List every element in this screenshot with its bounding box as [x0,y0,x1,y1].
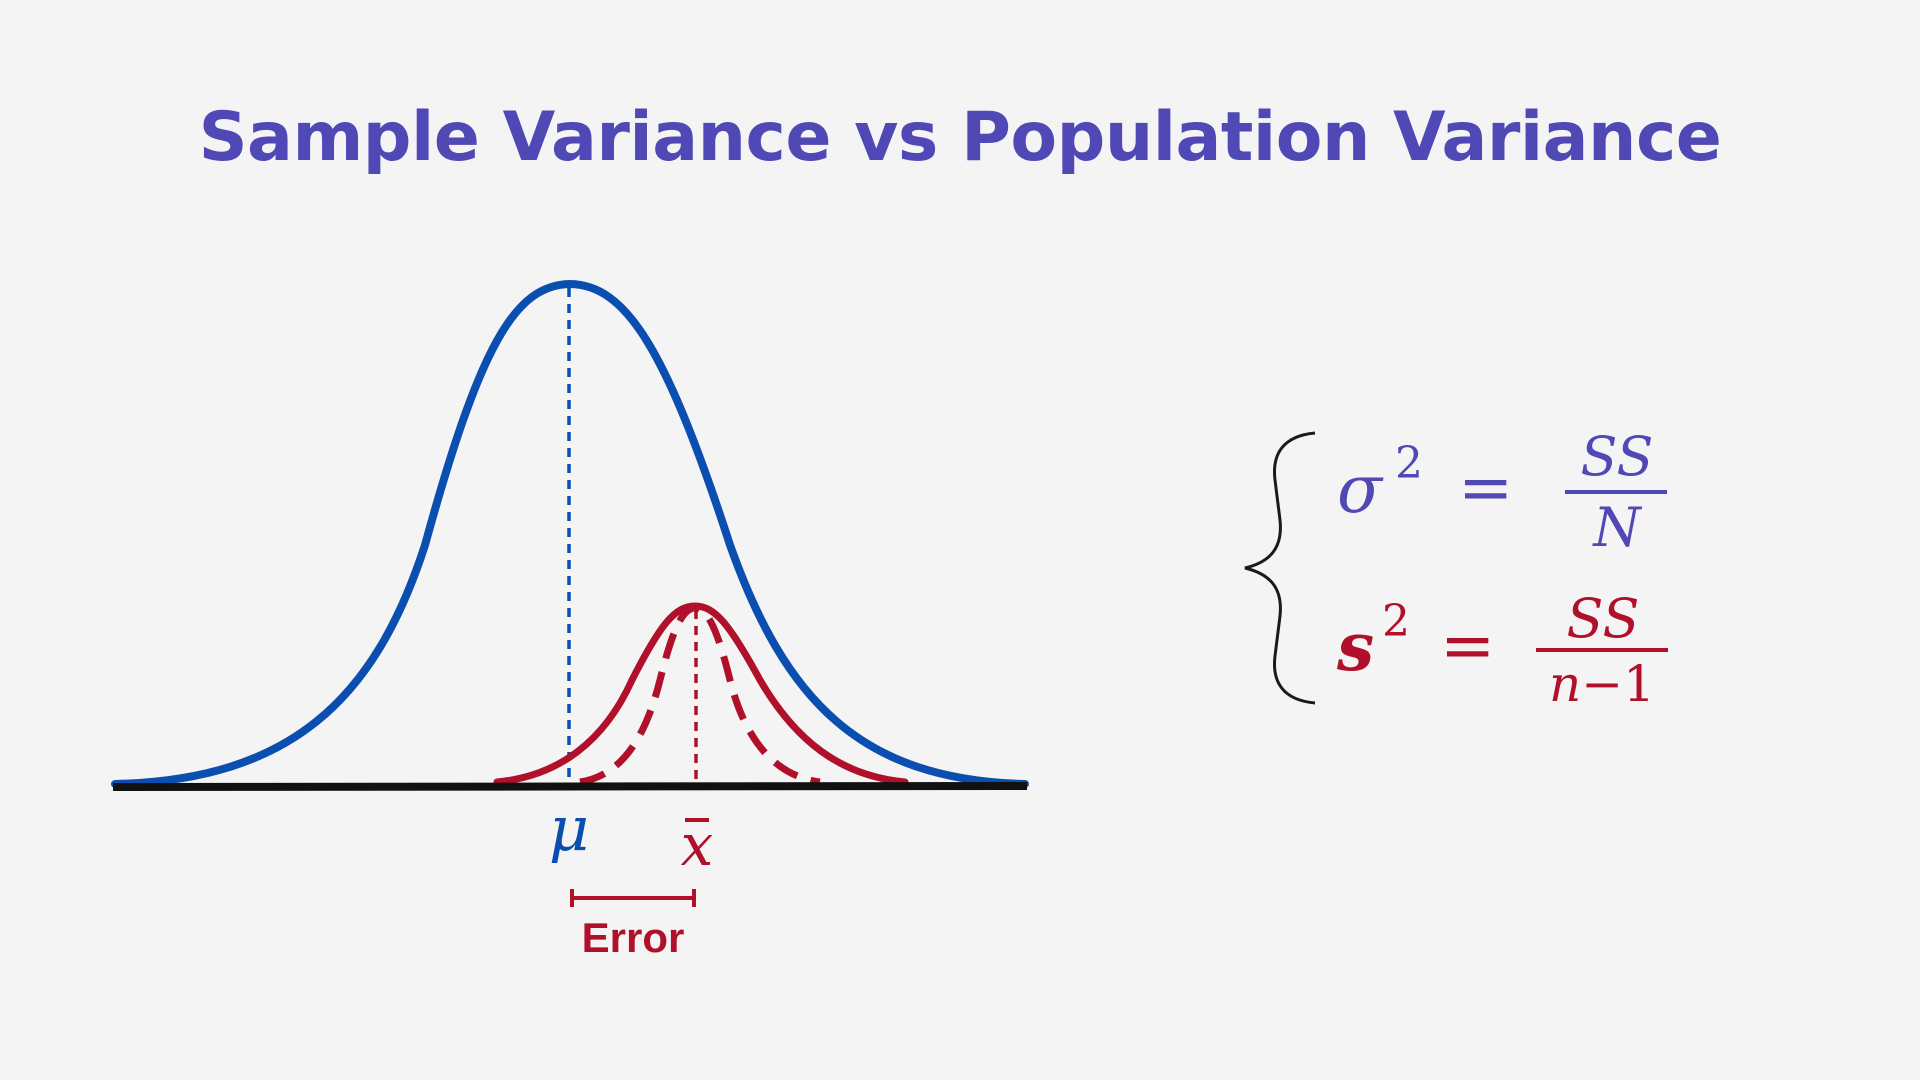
sample-denominator-minus-one: −1 [1581,655,1655,713]
error-label: Error [582,914,685,961]
sample-curve-dashed [579,604,821,786]
population-equals: = [1458,449,1513,526]
x-axis [112,782,1028,791]
sample-equals: = [1440,607,1495,684]
population-denominator: N [1591,496,1642,559]
sample-denominator-n: n [1549,655,1581,713]
s-symbol: s [1336,608,1374,686]
population-curve [111,279,1029,788]
sample-curve-solid [493,602,909,786]
xbar-label: x [681,811,714,879]
mu-label: μ [549,792,589,865]
sample-variance-formula: s 2 = SS n−1 [1336,587,1668,713]
population-variance-formula: σ 2 = SS N [1337,425,1667,559]
sample-denominator: n−1 [1549,655,1655,713]
error-bracket [570,889,696,907]
page-title: Sample Variance vs Population Variance [198,98,1722,177]
population-numerator: SS [1580,425,1653,488]
sigma-symbol: σ [1337,451,1384,528]
s-exponent: 2 [1382,596,1410,647]
sample-numerator: SS [1566,587,1639,650]
curly-brace-icon [1244,431,1316,705]
sigma-exponent: 2 [1395,438,1423,489]
